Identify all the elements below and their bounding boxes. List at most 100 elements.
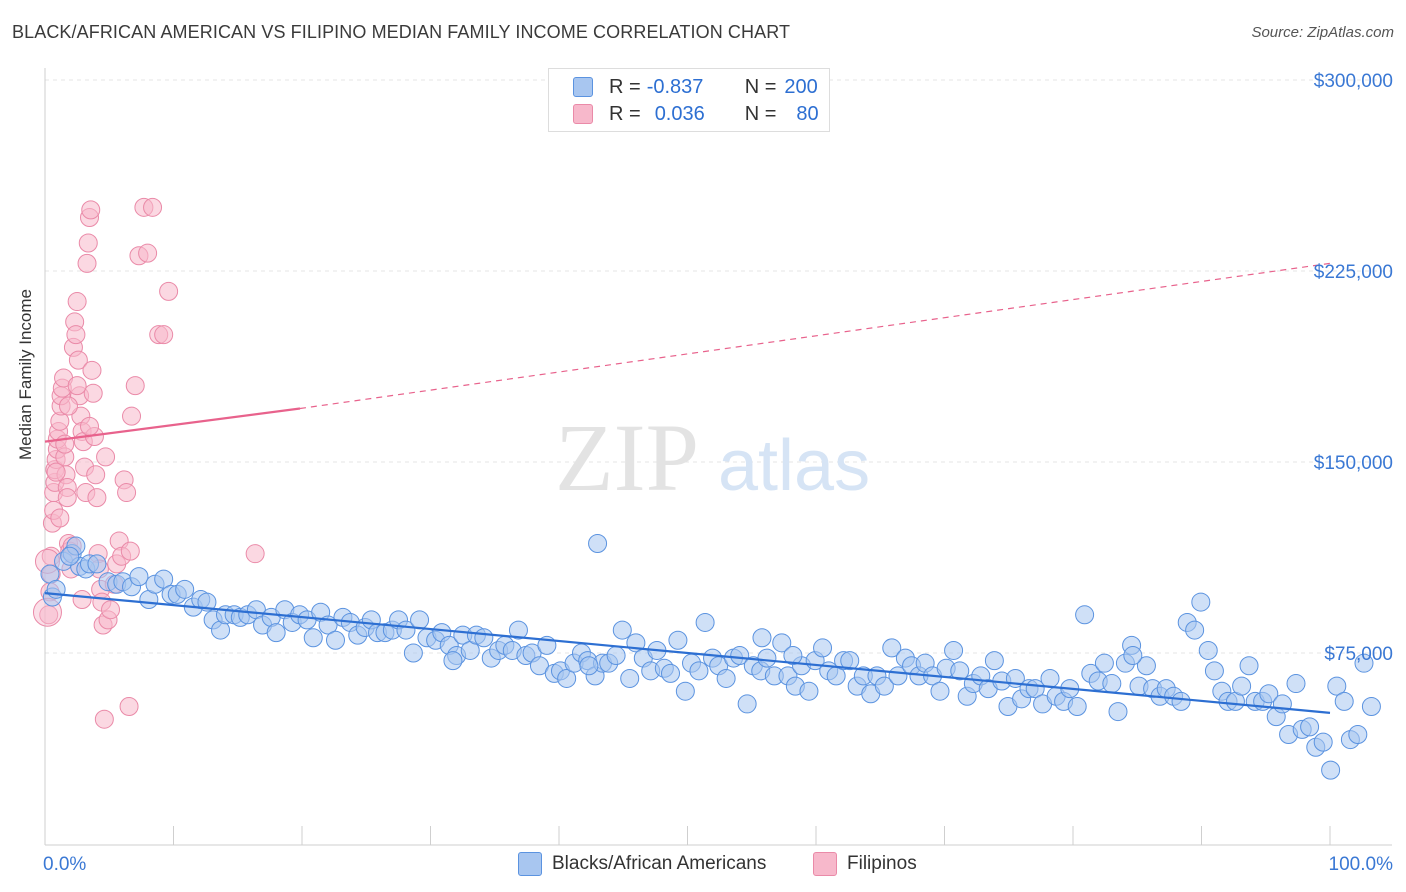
black-point [661,663,681,683]
bottom-legend-swatch-blue [518,852,542,876]
black-point [1198,640,1218,660]
black-point [882,638,902,658]
black-point [689,661,709,681]
tick-labels: $75,000 $150,000 $225,000 $300,000 0.0% 100.0… [43,71,1393,875]
filipino-point [83,383,103,403]
black-point [557,668,577,688]
black-point [944,640,964,660]
black-point [1259,684,1279,704]
black-point [799,681,819,701]
black-point [1361,696,1381,716]
y-tick-label: $225,000 [1314,262,1393,283]
filipino-point [50,508,70,528]
watermark-atlas: atlas [718,426,870,506]
watermark-zip: ZIP [555,404,699,511]
black-point [1321,760,1341,780]
black-point [695,612,715,632]
black-point [1075,605,1095,625]
filipino-point [72,590,92,610]
legend-row-blacks: R = -0.837 N = 200 [573,74,818,100]
black-point [716,668,736,688]
black-point [730,646,750,666]
black-point [840,651,860,671]
filipino-point [117,483,137,503]
filipino-point [67,376,87,396]
filipino-point [57,488,77,508]
black-point [588,533,608,553]
filipino-point [77,253,97,273]
black-point [950,661,970,681]
filipinos-trend-solid [44,407,301,443]
black-point [60,546,80,566]
legend-swatch-pink [573,104,593,124]
filipino-point [245,544,265,564]
black-point [612,620,632,640]
x-tick-label: 100.0% [1329,854,1394,875]
legend-r-value: 0.036 [654,102,705,125]
legend-r-value: -0.837 [646,75,704,98]
black-point [1334,691,1354,711]
y-tick-label: $150,000 [1314,453,1393,474]
blacks-points [40,533,1381,780]
filipino-point [46,462,66,482]
black-point [874,676,894,696]
filipino-point [101,600,121,620]
black-point [813,638,833,658]
black-point [772,633,792,653]
filipino-point [120,541,140,561]
black-point [757,648,777,668]
filipino-point [68,350,88,370]
black-point [737,694,757,714]
black-point [129,567,149,587]
black-point [410,610,430,630]
x-tick-label: 0.0% [43,854,86,875]
legend-n-label: N = [744,75,777,98]
black-point [984,651,1004,671]
filipino-point [87,488,107,508]
filipino-point [138,243,158,263]
black-point [1232,676,1252,696]
black-point [1108,702,1128,722]
black-point [752,628,772,648]
black-point [1040,668,1060,688]
black-point [303,628,323,648]
black-point [1300,717,1320,737]
gridlines [45,79,1392,654]
legend-n-value: 200 [784,75,818,98]
filipinos-points [32,197,265,729]
black-point [1102,674,1122,694]
black-point [325,630,345,650]
black-point [1286,674,1306,694]
filipino-point [86,465,106,485]
legend-r-label: R = [609,102,641,125]
filipino-point [125,376,145,396]
filipino-point [94,709,114,729]
black-point [1204,661,1224,681]
chart-title: BLACK/AFRICAN AMERICAN VS FILIPINO MEDIA… [12,22,791,42]
black-point [1123,646,1143,666]
legend-n-value: 80 [796,102,819,125]
trend-lines [44,262,1331,714]
black-point [443,651,463,671]
black-point [1185,620,1205,640]
black-point [606,646,626,666]
filipino-point [122,406,142,426]
legend-n-label: N = [744,102,777,125]
legend-swatch-blue [573,77,593,97]
filipino-point [81,200,101,220]
filipinos-trend-dashed [299,262,1331,410]
filipino-point [67,292,87,312]
bottom-legend-filipinos: Filipinos [813,851,917,877]
correlation-legend: R = -0.837 N = 200 R = 0.036 N = 80 [548,68,830,132]
black-point [1094,653,1114,673]
filipino-point [82,360,102,380]
black-point [1239,656,1259,676]
black-point [1171,691,1191,711]
filipino-point [78,233,98,253]
black-point [783,646,803,666]
bottom-legend-label: Blacks/African Americans [552,853,767,874]
black-point [508,620,528,640]
bottom-legend-swatch-pink [813,852,837,876]
legend-r-label: R = [609,75,641,98]
filipino-point [58,396,78,416]
